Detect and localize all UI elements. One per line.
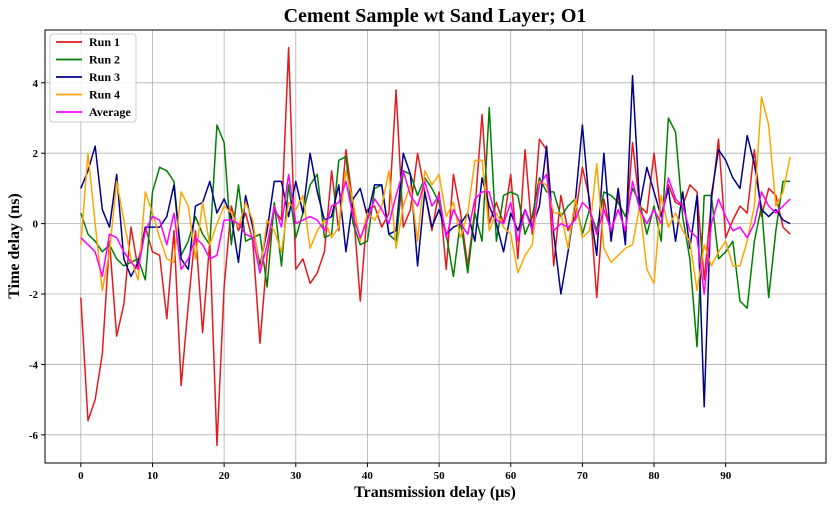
plot-frame xyxy=(44,29,827,464)
x-tick-label: 0 xyxy=(78,470,84,482)
series-line-average xyxy=(80,170,791,295)
y-tick-label: 2 xyxy=(33,148,39,160)
x-axis-label: Transmission delay (μs) xyxy=(354,484,516,501)
x-tick-label: 30 xyxy=(290,470,302,482)
x-tick-label: 70 xyxy=(577,470,589,482)
y-tick-label: -6 xyxy=(29,430,39,442)
x-tick-label: 60 xyxy=(505,470,517,482)
x-axis-ticks: 0 10 20 30 40 50 60 70 80 90 xyxy=(78,463,732,482)
series-line-run-3 xyxy=(80,75,791,408)
y-tick-label: -2 xyxy=(29,289,39,301)
legend: Run 1 Run 2 Run 3 Run 4 Average xyxy=(49,33,137,123)
x-tick-label: 50 xyxy=(434,470,446,482)
y-tick-label: -4 xyxy=(29,359,39,371)
series-line-run-1 xyxy=(80,46,791,447)
y-tick-label: 0 xyxy=(33,219,39,231)
legend-label-average: Average xyxy=(89,105,131,119)
y-tick-label: 4 xyxy=(33,78,39,90)
grid xyxy=(45,30,826,463)
legend-box xyxy=(49,33,137,123)
x-tick-label: 40 xyxy=(362,470,374,482)
legend-items: Run 1 Run 2 Run 3 Run 4 Average xyxy=(56,35,131,119)
y-axis-label: Time delay (ns) xyxy=(6,193,23,298)
chart-title: Cement Sample wt Sand Layer; O1 xyxy=(284,5,587,27)
legend-label-run-3: Run 3 xyxy=(89,70,120,84)
plot-series xyxy=(80,46,791,447)
legend-label-run-4: Run 4 xyxy=(89,88,120,102)
series-line-run-4 xyxy=(80,96,791,292)
x-tick-label: 10 xyxy=(147,470,159,482)
legend-label-run-1: Run 1 xyxy=(89,35,120,49)
legend-label-run-2: Run 2 xyxy=(89,53,120,67)
x-tick-label: 80 xyxy=(649,470,661,482)
y-axis-ticks: -6 -4 -2 0 2 4 xyxy=(29,78,45,442)
x-tick-label: 90 xyxy=(720,470,732,482)
x-tick-label: 20 xyxy=(219,470,231,482)
